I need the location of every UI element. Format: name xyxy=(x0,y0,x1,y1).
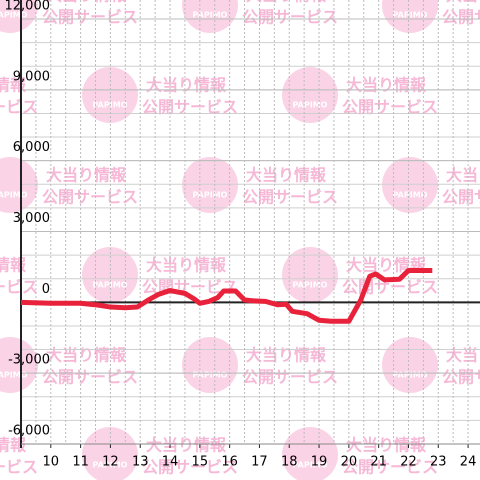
x-tick-label: 14 xyxy=(162,455,179,470)
watermark-text: 公開サービス xyxy=(142,458,238,477)
watermark-text: 大当り情報 xyxy=(446,346,480,365)
watermark-logo xyxy=(282,247,338,303)
watermark-text: 公開サービス xyxy=(242,368,338,387)
watermark-logo-text: PAPIMO xyxy=(393,191,428,200)
watermark-logo xyxy=(0,0,38,33)
watermark-logo-text: PAPIMO xyxy=(193,11,228,20)
watermark-logo-text: PAPIMO xyxy=(293,281,328,290)
watermark-text: 大当り情報 xyxy=(446,0,480,5)
x-tick-label: 11 xyxy=(72,455,89,470)
x-tick-label: 23 xyxy=(430,455,447,470)
watermark-logo xyxy=(282,427,338,480)
series-line xyxy=(20,267,433,324)
watermark-logo-text: PAPIMO xyxy=(0,11,28,20)
watermark-text: 大当り情報 xyxy=(346,76,427,95)
watermark-logo xyxy=(182,0,238,33)
watermark-text: 大当り情報 xyxy=(246,0,327,5)
y-tick-label: -3,000 xyxy=(8,353,50,368)
watermark-text: 大当り情報 xyxy=(0,256,27,275)
watermark-text: 公開サービス xyxy=(0,278,38,297)
x-tick-label: 10 xyxy=(43,455,60,470)
watermark-logo xyxy=(182,157,238,213)
watermark-text: 大当り情報 xyxy=(246,346,327,365)
watermark-logo xyxy=(382,337,438,393)
y-tick-label: 0 xyxy=(42,282,50,297)
watermark-text: 公開サービス xyxy=(242,188,338,207)
x-tick-label: 18 xyxy=(281,455,298,470)
x-tick-label: 15 xyxy=(192,455,209,470)
x-tick-label: 16 xyxy=(221,455,238,470)
watermark-logo xyxy=(382,0,438,33)
watermark-text: 公開サービス xyxy=(42,368,138,387)
watermark-logo-text: PAPIMO xyxy=(293,101,328,110)
y-tick-label: 6,000 xyxy=(13,140,50,155)
y-tick-label: 3,000 xyxy=(13,211,50,226)
y-tick-label: 12,000 xyxy=(5,0,51,14)
watermark-logo xyxy=(282,67,338,123)
watermark-text: 公開サービス xyxy=(42,188,138,207)
watermark-logo xyxy=(0,157,38,213)
x-tick-label: 22 xyxy=(400,455,417,470)
watermark-logo-text: PAPIMO xyxy=(0,371,28,380)
watermark-text: 公開サービス xyxy=(442,368,480,387)
watermark-text: 大当り情報 xyxy=(46,346,127,365)
x-tick-label: 12 xyxy=(102,455,119,470)
watermark-text: 公開サービス xyxy=(442,188,480,207)
x-tick-label: 19 xyxy=(311,455,328,470)
watermark-text: 公開サービス xyxy=(442,8,480,27)
x-tick-label: 17 xyxy=(251,455,268,470)
watermark-text: 公開サービス xyxy=(342,458,438,477)
x-tick-label: 24 xyxy=(460,455,477,470)
y-tick-label: 9,000 xyxy=(13,69,50,84)
watermark-logo-text: PAPIMO xyxy=(393,11,428,20)
watermark-logo-text: PAPIMO xyxy=(0,191,28,200)
watermark-logo xyxy=(82,67,138,123)
watermark-logo-text: PAPIMO xyxy=(193,371,228,380)
watermark-text: 大当り情報 xyxy=(346,436,427,455)
x-tick-label: 13 xyxy=(132,455,149,470)
watermark-logo xyxy=(0,337,38,393)
watermark-logo-text: PAPIMO xyxy=(393,371,428,380)
plot: -6,000 -3,000 0 3,000 6,000 9,000 12,000 10 11 12… xyxy=(5,0,477,470)
watermark-text: 大当り情報 xyxy=(246,166,327,185)
watermark-text: 大当り情報 xyxy=(446,166,480,185)
watermark-text: 大当り情報 xyxy=(46,0,127,5)
watermark-text: 公開サービス xyxy=(142,98,238,117)
watermark-text: 公開サービス xyxy=(42,8,138,27)
watermark-logo xyxy=(82,427,138,480)
watermark-text: 公開サービス xyxy=(0,458,38,477)
watermark-text: 公開サービス xyxy=(242,8,338,27)
x-tick-label: 21 xyxy=(370,455,387,470)
watermark-logo-text: PAPIMO xyxy=(293,461,328,470)
watermark-text: 大当り情報 xyxy=(146,256,227,275)
watermark-text: 公開サービス xyxy=(342,98,438,117)
watermark-logo-text: PAPIMO xyxy=(93,461,128,470)
watermark-logo xyxy=(182,337,238,393)
watermark-text: 公開サービス xyxy=(0,98,38,117)
y-tick-label: -6,000 xyxy=(8,424,50,439)
watermark-text: 大当り情報 xyxy=(146,436,227,455)
x-tick-label: 20 xyxy=(341,455,358,470)
watermark-logo xyxy=(382,157,438,213)
watermark-text: 大当り情報 xyxy=(46,166,127,185)
watermark-logo-text: PAPIMO xyxy=(193,191,228,200)
